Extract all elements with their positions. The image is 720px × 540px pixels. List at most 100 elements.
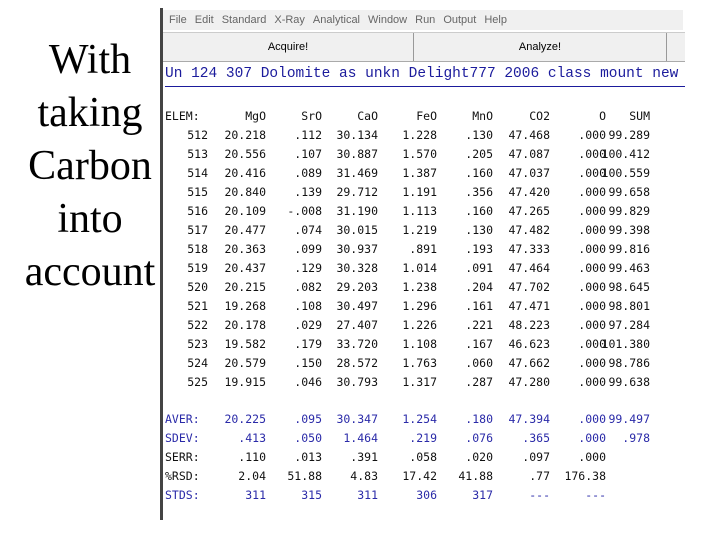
table-cell: 20.556 xyxy=(224,147,266,161)
table-cell: .167 xyxy=(465,337,493,351)
table-cell: 27.407 xyxy=(336,318,378,332)
table-cell: 30.793 xyxy=(336,375,378,389)
table-cell: 47.420 xyxy=(508,185,550,199)
table-cell: .000 xyxy=(578,242,606,256)
row-number: 516 xyxy=(187,204,208,218)
row-number: 524 xyxy=(187,356,208,370)
table-cell: 48.223 xyxy=(508,318,550,332)
stats-cell: 1.254 xyxy=(402,412,437,426)
table-cell: 19.915 xyxy=(224,375,266,389)
stats-label: %RSD: xyxy=(165,469,200,483)
table-cell: 20.215 xyxy=(224,280,266,294)
menu-run[interactable]: Run xyxy=(415,14,436,26)
table-cell: .000 xyxy=(578,166,606,180)
table-cell: 20.477 xyxy=(224,223,266,237)
table-cell: 100.559 xyxy=(601,166,650,180)
menu-output[interactable]: Output xyxy=(443,14,477,26)
button-bar: Acquire! Analyze! xyxy=(163,32,685,62)
slide-caption: With taking Carbon into account xyxy=(10,34,170,299)
table-cell: 20.178 xyxy=(224,318,266,332)
stats-cell: .391 xyxy=(350,450,378,464)
table-cell: .139 xyxy=(294,185,322,199)
table-cell: 1.219 xyxy=(402,223,437,237)
table-cell: .089 xyxy=(294,166,322,180)
table-row: 515 20.840 .139 29.712 1.191 .356 47.420 .000 99… xyxy=(160,185,680,203)
table-cell: .074 xyxy=(294,223,322,237)
stats-cell: 30.347 xyxy=(336,412,378,426)
table-cell: 1.570 xyxy=(402,147,437,161)
table-cell: .150 xyxy=(294,356,322,370)
table-cell: 99.463 xyxy=(608,261,650,275)
table-cell: 1.763 xyxy=(402,356,437,370)
menu-edit[interactable]: Edit xyxy=(194,14,214,26)
stats-cell: .000 xyxy=(578,412,606,426)
column-header: O xyxy=(599,109,606,123)
row-number: 518 xyxy=(187,242,208,256)
table-cell: 20.579 xyxy=(224,356,266,370)
table-row: 516 20.109 -.008 31.190 1.113 .160 47.265 .000 9… xyxy=(160,204,680,222)
row-number: 515 xyxy=(187,185,208,199)
table-row: 525 19.915 .046 30.793 1.317 .287 47.280 .000 99… xyxy=(160,375,680,393)
table-cell: 30.497 xyxy=(336,299,378,313)
table-cell: 31.190 xyxy=(336,204,378,218)
table-cell: .000 xyxy=(578,375,606,389)
stats-row: STDS: 311 315 311 306 317 --- --- xyxy=(160,488,680,506)
table-cell: 1.238 xyxy=(402,280,437,294)
table-cell: 47.662 xyxy=(508,356,550,370)
table-cell: 100.412 xyxy=(601,147,650,161)
stats-cell: .000 xyxy=(578,431,606,445)
row-number: 514 xyxy=(187,166,208,180)
table-cell: .160 xyxy=(465,204,493,218)
row-number: 525 xyxy=(187,375,208,389)
table-cell: 19.268 xyxy=(224,299,266,313)
stats-row: %RSD: 2.04 51.88 4.83 17.42 41.88 .77 176.38 xyxy=(160,469,680,487)
menu-analytical[interactable]: Analytical xyxy=(312,14,360,26)
stats-label: STDS: xyxy=(165,488,200,502)
stats-cell: .013 xyxy=(294,450,322,464)
table-cell: .107 xyxy=(294,147,322,161)
analyze-button[interactable]: Analyze! xyxy=(414,33,667,61)
stats-cell: 317 xyxy=(472,488,493,502)
menu-help[interactable]: Help xyxy=(484,14,507,26)
caption-line: With xyxy=(48,37,132,83)
menu-file[interactable]: File xyxy=(169,14,187,26)
table-cell: 33.720 xyxy=(336,337,378,351)
table-cell: .130 xyxy=(465,223,493,237)
table-cell: .000 xyxy=(578,280,606,294)
table-cell: .221 xyxy=(465,318,493,332)
table-row: 512 20.218 .112 30.134 1.228 .130 47.468 .000 99… xyxy=(160,128,680,146)
table-row: 523 19.582 .179 33.720 1.108 .167 46.623 .000 10… xyxy=(160,337,680,355)
menu-window[interactable]: Window xyxy=(368,14,408,26)
window-border xyxy=(160,8,163,520)
caption-line: into xyxy=(57,196,123,242)
stats-cell: 41.88 xyxy=(458,469,493,483)
table-cell: 47.702 xyxy=(508,280,550,294)
stats-cell: 51.88 xyxy=(287,469,322,483)
stats-cell: 1.464 xyxy=(343,431,378,445)
stats-cell: .097 xyxy=(522,450,550,464)
table-cell: 20.363 xyxy=(224,242,266,256)
table-cell: 29.712 xyxy=(336,185,378,199)
table-cell: 101.380 xyxy=(601,337,650,351)
menu-standard[interactable]: Standard xyxy=(221,14,267,26)
column-header: SUM xyxy=(629,109,650,123)
stats-label: AVER: xyxy=(165,412,200,426)
table-cell: .000 xyxy=(578,261,606,275)
table-cell: 1.108 xyxy=(402,337,437,351)
table-cell: .000 xyxy=(578,128,606,142)
acquire-button[interactable]: Acquire! xyxy=(163,33,414,61)
caption-line: Carbon xyxy=(28,143,152,189)
table-cell: 98.786 xyxy=(608,356,650,370)
table-cell: 20.218 xyxy=(224,128,266,142)
row-number: 517 xyxy=(187,223,208,237)
stats-cell: .219 xyxy=(409,431,437,445)
column-header: MgO xyxy=(245,109,266,123)
table-cell: .060 xyxy=(465,356,493,370)
table-cell: .029 xyxy=(294,318,322,332)
table-cell: 1.191 xyxy=(402,185,437,199)
stats-cell: .058 xyxy=(409,450,437,464)
menu-xray[interactable]: X-Ray xyxy=(274,14,305,26)
table-cell: 30.134 xyxy=(336,128,378,142)
table-header: ELEM: MgO SrO CaO FeO MnO CO2 O SUM xyxy=(160,109,680,127)
caption-line: taking xyxy=(37,90,143,136)
